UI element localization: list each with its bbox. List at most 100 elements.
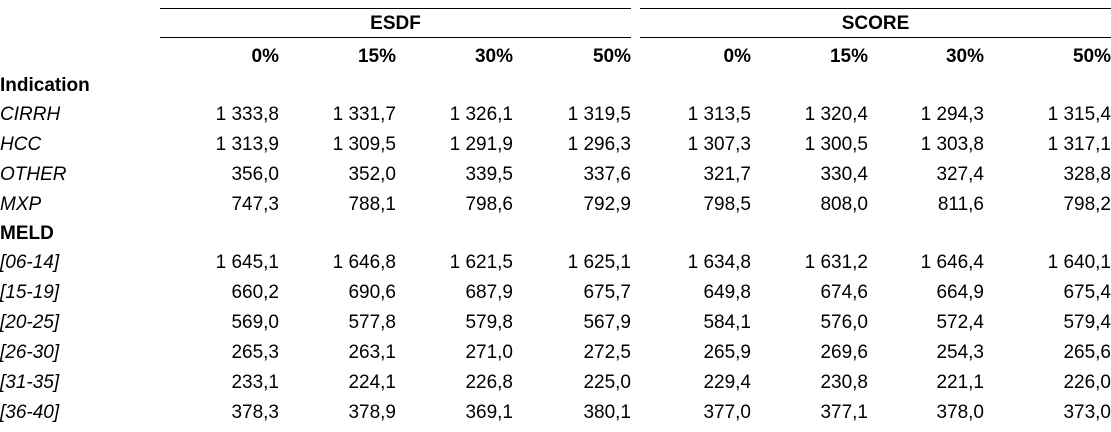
value-cell: 675,4 [1063, 282, 1111, 303]
empty-cell [513, 220, 631, 248]
row-label: CIRRH [0, 104, 61, 125]
value-cell: 265,3 [231, 342, 279, 363]
value-cell: 687,9 [465, 282, 513, 303]
value-cell: 584,1 [703, 312, 751, 333]
column-header-row: 0% 15% 30% 50% 0% 15% 30% 50% [0, 41, 1111, 72]
value-cell: 1 317,1 [1047, 134, 1111, 155]
value-cell: 265,6 [1063, 342, 1111, 363]
value-cell: 226,8 [465, 372, 513, 393]
value-cell: 1 645,1 [215, 252, 279, 273]
value-cell: 649,8 [703, 282, 751, 303]
value-cell: 1 320,4 [804, 104, 868, 125]
value-cell: 577,8 [348, 312, 396, 333]
empty-cell [751, 220, 868, 248]
value-cell: 1 303,8 [920, 134, 984, 155]
column-header-esdf-0: 0% [251, 45, 279, 67]
value-cell: 330,4 [820, 164, 868, 185]
row-label: [15-19] [0, 282, 60, 303]
value-cell: 1 313,9 [215, 134, 279, 155]
value-cell: 747,3 [231, 194, 279, 215]
row-label: [31-35] [0, 372, 60, 393]
empty-cell [396, 72, 513, 100]
value-cell: 1 309,5 [332, 134, 396, 155]
empty-cell [513, 72, 631, 100]
value-cell: 263,1 [348, 342, 396, 363]
value-cell: 1 294,3 [920, 104, 984, 125]
empty-cell [984, 220, 1111, 248]
row-label: OTHER [0, 164, 67, 185]
value-cell: 664,9 [936, 282, 984, 303]
value-cell: 798,6 [465, 194, 513, 215]
value-cell: 1 307,3 [687, 134, 751, 155]
column-header-score-1: 15% [829, 45, 868, 67]
corner-cell [0, 41, 160, 72]
row-label: MXP [0, 194, 42, 215]
empty-cell [279, 72, 396, 100]
value-cell: 1 646,8 [332, 252, 396, 273]
value-cell: 271,0 [465, 342, 513, 363]
value-cell: 1 313,5 [687, 104, 751, 125]
value-cell: 352,0 [348, 164, 396, 185]
empty-cell [396, 220, 513, 248]
value-cell: 808,0 [820, 194, 868, 215]
value-cell: 339,5 [465, 164, 513, 185]
value-cell: 378,0 [936, 402, 984, 423]
empty-cell [751, 72, 868, 100]
row-label: [36-40] [0, 402, 60, 423]
section-title: Indication [0, 75, 90, 96]
value-cell: 811,6 [937, 194, 984, 215]
value-cell: 321,7 [703, 164, 751, 185]
value-cell: 1 631,2 [804, 252, 868, 273]
value-cell: 1 621,5 [449, 252, 513, 273]
value-cell: 1 319,5 [567, 104, 631, 125]
value-cell: 377,0 [703, 402, 751, 423]
value-cell: 272,5 [583, 342, 631, 363]
column-header-esdf-1: 15% [357, 45, 396, 67]
esdf-top-rule [160, 8, 631, 9]
row-label: HCC [0, 134, 42, 155]
value-cell: 225,0 [583, 372, 631, 393]
section-row: MELD [0, 220, 1111, 248]
value-cell: 675,7 [583, 282, 631, 303]
empty-cell [279, 220, 396, 248]
value-cell: 690,6 [348, 282, 396, 303]
section-row: Indication [0, 72, 1111, 100]
value-cell: 328,8 [1063, 164, 1111, 185]
value-cell: 378,9 [348, 402, 396, 423]
value-cell: 569,0 [231, 312, 279, 333]
value-cell: 373,0 [1063, 402, 1111, 423]
value-cell: 798,2 [1063, 194, 1111, 215]
score-top-rule [640, 8, 1111, 9]
value-cell: 380,1 [583, 402, 631, 423]
value-cell: 230,8 [820, 372, 868, 393]
value-cell: 1 640,1 [1047, 252, 1111, 273]
value-cell: 327,4 [936, 164, 984, 185]
esdf-mid-rule [160, 37, 631, 38]
value-cell: 265,9 [703, 342, 751, 363]
value-cell: 788,1 [348, 194, 396, 215]
empty-cell [868, 72, 984, 100]
value-cell: 254,3 [936, 342, 984, 363]
value-cell: 378,3 [231, 402, 279, 423]
value-cell: 1 296,3 [567, 134, 631, 155]
value-cell: 1 326,1 [449, 104, 513, 125]
value-cell: 269,6 [820, 342, 868, 363]
value-cell: 377,1 [820, 402, 868, 423]
section-title: MELD [0, 223, 54, 244]
value-cell: 1 625,1 [567, 252, 631, 273]
value-cell: 1 291,9 [449, 134, 513, 155]
empty-cell [631, 220, 751, 248]
value-cell: 576,0 [820, 312, 868, 333]
data-table: 0% 15% 30% 50% 0% 15% 30% 50% Indication CIRRH 1 3… [0, 41, 1111, 428]
value-cell: 1 300,5 [804, 134, 868, 155]
value-cell: 233,1 [231, 372, 279, 393]
value-cell: 1 333,8 [215, 104, 279, 125]
value-cell: 226,0 [1063, 372, 1111, 393]
table-row: [31-35] 233,1 224,1 226,8 225,0 229,4 230,8 221… [0, 368, 1111, 398]
value-cell: 579,4 [1063, 312, 1111, 333]
table-row: [26-30] 265,3 263,1 271,0 272,5 265,9 269,6 254… [0, 338, 1111, 368]
column-header-score-2: 30% [945, 45, 984, 67]
value-cell: 572,4 [936, 312, 984, 333]
row-label: [26-30] [0, 342, 60, 363]
value-cell: 337,6 [583, 164, 631, 185]
